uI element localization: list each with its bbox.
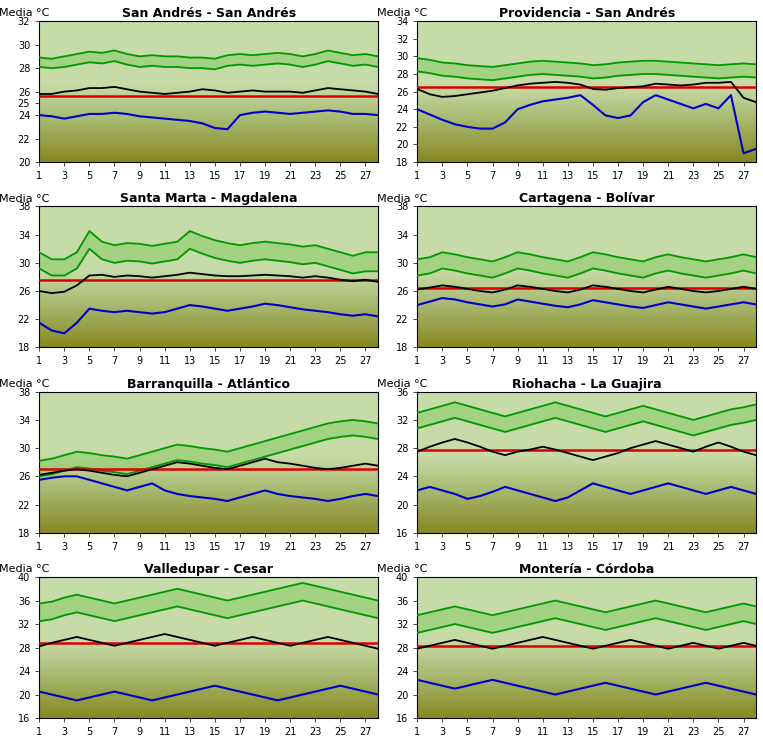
- Text: Media °C: Media °C: [0, 193, 49, 204]
- Title: San Andrés - San Andrés: San Andrés - San Andrés: [121, 7, 296, 20]
- Title: Valledupar - Cesar: Valledupar - Cesar: [144, 563, 273, 576]
- Text: Media °C: Media °C: [377, 379, 427, 389]
- Text: Media °C: Media °C: [0, 564, 49, 574]
- Title: Providencia - San Andrés: Providencia - San Andrés: [498, 7, 674, 20]
- Title: Montería - Córdoba: Montería - Córdoba: [519, 563, 654, 576]
- Text: Media °C: Media °C: [0, 8, 49, 19]
- Title: Cartagena - Bolívar: Cartagena - Bolívar: [519, 192, 655, 205]
- Title: Riohacha - La Guajira: Riohacha - La Guajira: [512, 377, 662, 391]
- Text: Media °C: Media °C: [377, 193, 427, 204]
- Text: Media °C: Media °C: [377, 8, 427, 19]
- Text: Media °C: Media °C: [377, 564, 427, 574]
- Text: Media °C: Media °C: [0, 379, 49, 389]
- Title: Santa Marta - Magdalena: Santa Marta - Magdalena: [120, 192, 298, 205]
- Title: Barranquilla - Atlántico: Barranquilla - Atlántico: [127, 377, 290, 391]
